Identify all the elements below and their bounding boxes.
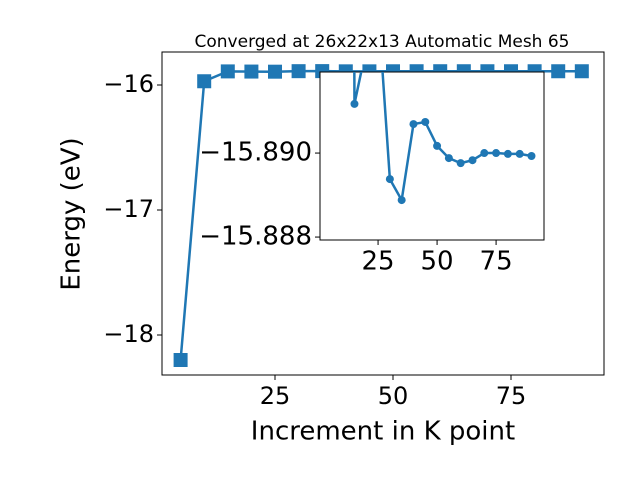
- data-point: [385, 175, 394, 184]
- data-point: [515, 149, 524, 158]
- y-tick-label: −15.890: [199, 138, 312, 168]
- y-tick-label: −16: [103, 70, 154, 98]
- data-point: [291, 64, 306, 79]
- x-tick-label: 75: [480, 247, 513, 277]
- data-point: [197, 74, 212, 89]
- data-point: [527, 152, 536, 160]
- y-axis-label: Energy (eV): [57, 137, 87, 290]
- data-point: [503, 149, 512, 158]
- chart-title: Converged at 26x22x13 Automatic Mesh 65: [195, 32, 570, 52]
- data-point: [173, 353, 188, 367]
- x-tick-label: 75: [496, 382, 527, 410]
- data-point: [409, 120, 418, 129]
- data-point: [397, 196, 406, 205]
- y-tick-label: −15.888: [199, 222, 312, 252]
- inset-data: [350, 2, 536, 205]
- data-point: [456, 159, 465, 168]
- data-point: [268, 64, 283, 79]
- data-point: [444, 154, 453, 163]
- y-tick-label: −17: [103, 195, 154, 223]
- data-point: [350, 99, 359, 108]
- data-point: [468, 156, 477, 165]
- data-point: [574, 64, 589, 79]
- data-point: [433, 141, 442, 150]
- data-point: [551, 64, 566, 79]
- data-point: [492, 149, 501, 158]
- data-point: [421, 117, 430, 126]
- data-point: [480, 149, 489, 158]
- data-point: [220, 64, 235, 79]
- x-tick-label: 50: [378, 382, 409, 410]
- x-tick-label: 25: [362, 247, 395, 277]
- data-point: [374, 2, 382, 10]
- x-tick-label: 25: [260, 382, 291, 410]
- x-tick-label: 50: [421, 247, 454, 277]
- y-tick-label: −18: [103, 320, 154, 348]
- x-axis-label: Increment in K point: [251, 417, 515, 447]
- data-point: [244, 64, 259, 79]
